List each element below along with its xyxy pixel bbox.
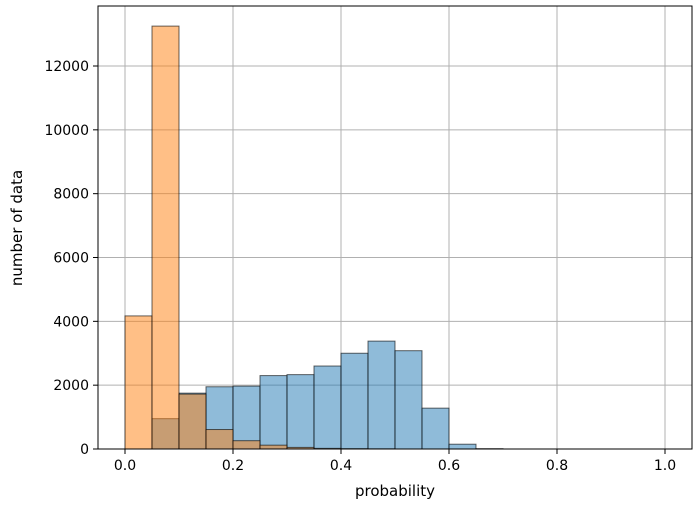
x-tick-label: 0.0	[114, 458, 136, 474]
histogram-bar	[151, 25, 180, 450]
y-tick-label: 6000	[53, 251, 89, 267]
x-tick-label: 0.8	[546, 458, 568, 474]
histogram-bar	[313, 365, 342, 450]
histogram-bar	[205, 429, 234, 450]
histogram-bar	[124, 315, 153, 450]
histogram-bar	[421, 407, 450, 450]
histogram-bar	[232, 385, 261, 450]
series-1	[124, 25, 396, 450]
histogram-bar	[232, 440, 261, 450]
histogram-bar	[394, 350, 423, 450]
x-axis: 0.0 0.2 0.4 0.6 0.8 1.0	[114, 449, 676, 474]
grid	[98, 6, 692, 450]
x-tick-label: 0.6	[438, 458, 460, 474]
y-tick-label: 8000	[53, 187, 89, 203]
bars	[124, 25, 504, 450]
x-tick-label: 1.0	[654, 458, 676, 474]
histogram-bar	[286, 374, 315, 450]
x-axis-label: probability	[355, 482, 435, 500]
y-tick-label: 2000	[53, 378, 89, 394]
y-tick-label: 10000	[44, 123, 89, 139]
x-tick-label: 0.4	[330, 458, 352, 474]
histogram-bar	[340, 352, 369, 450]
x-tick-label: 0.2	[222, 458, 244, 474]
histogram-bar	[259, 375, 288, 450]
y-tick-label: 12000	[44, 59, 89, 75]
y-tick-label: 0	[80, 442, 89, 458]
histogram-bar	[367, 340, 396, 450]
plot-frame	[97, 5, 693, 450]
histogram-bar	[448, 443, 477, 450]
y-tick-label: 4000	[53, 314, 89, 330]
y-axis-label: number of data	[8, 170, 26, 286]
histogram-bar	[259, 444, 288, 450]
y-axis: 0 2000 4000 6000 8000 10000 12000	[44, 59, 98, 458]
histogram-bar	[178, 393, 207, 450]
